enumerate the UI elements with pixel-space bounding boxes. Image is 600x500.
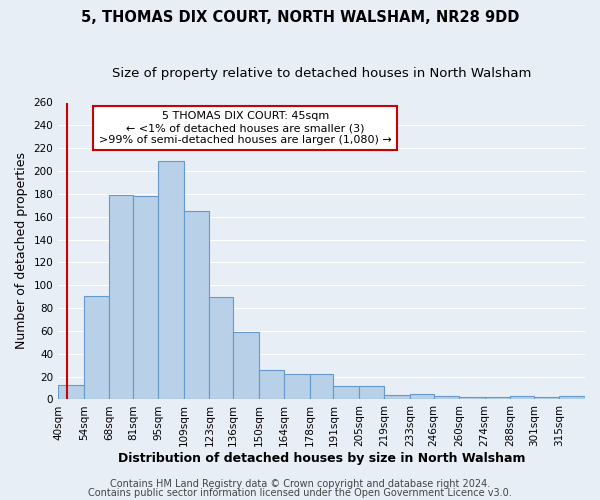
Bar (485, 397, 510, 400)
Bar (259, 370, 284, 400)
Bar (510, 396, 534, 400)
Bar (434, 396, 459, 400)
Bar (233, 332, 259, 400)
Bar (534, 397, 559, 400)
Bar (133, 196, 158, 400)
Title: Size of property relative to detached houses in North Walsham: Size of property relative to detached ho… (112, 68, 531, 80)
Bar (359, 386, 385, 400)
Text: Contains public sector information licensed under the Open Government Licence v3: Contains public sector information licen… (88, 488, 512, 498)
Bar (58, 384, 83, 400)
Bar (310, 374, 334, 400)
Bar (459, 397, 485, 400)
X-axis label: Distribution of detached houses by size in North Walsham: Distribution of detached houses by size … (118, 452, 526, 465)
Bar (334, 386, 359, 400)
Bar (184, 211, 209, 400)
Text: 5, THOMAS DIX COURT, NORTH WALSHAM, NR28 9DD: 5, THOMAS DIX COURT, NORTH WALSHAM, NR28… (81, 10, 519, 25)
Bar (385, 395, 410, 400)
Bar (109, 195, 133, 400)
Bar (410, 394, 434, 400)
Y-axis label: Number of detached properties: Number of detached properties (15, 152, 28, 350)
Text: 5 THOMAS DIX COURT: 45sqm
← <1% of detached houses are smaller (3)
>99% of semi-: 5 THOMAS DIX COURT: 45sqm ← <1% of detac… (99, 112, 392, 144)
Bar (209, 296, 233, 400)
Bar (284, 374, 310, 400)
Bar (83, 296, 109, 400)
Bar (158, 160, 184, 400)
Text: Contains HM Land Registry data © Crown copyright and database right 2024.: Contains HM Land Registry data © Crown c… (110, 479, 490, 489)
Bar (559, 396, 585, 400)
